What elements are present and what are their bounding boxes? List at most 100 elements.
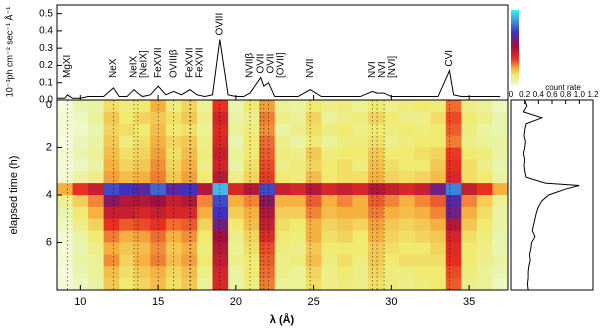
heatmap-cell (166, 124, 182, 136)
heatmap-cell (119, 100, 135, 112)
heatmap-cell (477, 148, 493, 160)
heatmap-cell (477, 171, 493, 183)
heatmap-cell (384, 231, 400, 243)
x-axis-label: λ (Å) (270, 313, 295, 326)
heatmap-cell (306, 266, 322, 278)
heatmap-cell (275, 254, 291, 266)
heatmap-cell (446, 254, 462, 266)
heatmap-cell (368, 278, 384, 290)
heatmap-cell (461, 148, 477, 160)
heatmap-cell (399, 100, 415, 112)
heatmap-cell (244, 183, 260, 195)
heatmap-cell (384, 124, 400, 136)
heatmap-cell (73, 231, 89, 243)
heatmap-cell (57, 195, 73, 207)
heatmap-cell (275, 266, 291, 278)
heatmap-cell (135, 171, 151, 183)
heatmap-cell (337, 231, 353, 243)
heatmap-cell (352, 243, 368, 255)
heatmap-cell (337, 171, 353, 183)
y-tick-label: 0.2 (39, 60, 53, 71)
heatmap-cell (399, 266, 415, 278)
heatmap-cell (88, 243, 104, 255)
heatmap-cell (352, 278, 368, 290)
heatmap-cell (228, 266, 244, 278)
heatmap-cell (368, 207, 384, 219)
heatmap-cell (73, 171, 89, 183)
heatmap-cell (290, 136, 306, 148)
heatmap-cell (244, 243, 260, 255)
heatmap-cell (119, 183, 135, 195)
heatmap-cell (88, 100, 104, 112)
heatmap-cell (135, 136, 151, 148)
heatmap-cell (197, 243, 213, 255)
heatmap-cell (430, 159, 446, 171)
heatmap-cell (259, 112, 275, 124)
heatmap-cell (228, 183, 244, 195)
heatmap-cell (275, 278, 291, 290)
heatmap-cell (119, 171, 135, 183)
heatmap-cell (119, 148, 135, 160)
heatmap-cell (399, 207, 415, 219)
heatmap-cell (228, 148, 244, 160)
heatmap-cell (290, 100, 306, 112)
heatmap-cell (213, 207, 229, 219)
heatmap-cell (477, 183, 493, 195)
heatmap-cell (244, 266, 260, 278)
heatmap-cell (368, 159, 384, 171)
heatmap-cell (244, 207, 260, 219)
heatmap-cell (135, 112, 151, 124)
heatmap-cell (337, 219, 353, 231)
heatmap-cell (446, 219, 462, 231)
heatmap-cell (415, 100, 431, 112)
heatmap-cell (306, 195, 322, 207)
heatmap-cell (384, 219, 400, 231)
heatmap-cell (477, 278, 493, 290)
heatmap-cell (135, 254, 151, 266)
heatmap-cell (213, 171, 229, 183)
heatmap-cell (368, 171, 384, 183)
heatmap-cell (321, 278, 337, 290)
heatmap-cell (181, 124, 197, 136)
heatmap-cell (119, 195, 135, 207)
heatmap-cell (461, 183, 477, 195)
heatmap-cell (337, 266, 353, 278)
heatmap-cell (104, 243, 120, 255)
heatmap-cell (57, 231, 73, 243)
heatmap-cell (430, 231, 446, 243)
heatmap-cell (306, 159, 322, 171)
heatmap-cell (290, 112, 306, 124)
heatmap-cell (275, 183, 291, 195)
heatmap-cell (197, 207, 213, 219)
heatmap-cell (135, 183, 151, 195)
heatmap-cell (213, 243, 229, 255)
rate-tick-label: 0.4 (533, 90, 545, 99)
heatmap-cell (321, 219, 337, 231)
heatmap-cell (259, 124, 275, 136)
heatmap-cell (352, 148, 368, 160)
heatmap-cell (477, 112, 493, 124)
heatmap-cell (57, 266, 73, 278)
light-curve-frame (511, 100, 593, 290)
heatmap-cell (57, 183, 73, 195)
heatmap-cell (197, 266, 213, 278)
heatmap-cell (368, 195, 384, 207)
heatmap-cell (57, 148, 73, 160)
heatmap-cell (104, 266, 120, 278)
heatmap-cell (197, 254, 213, 266)
heatmap-cell (306, 112, 322, 124)
heatmap-cell (306, 148, 322, 160)
heatmap-cell (492, 171, 508, 183)
heatmap-cell (290, 254, 306, 266)
heatmap-cell (399, 148, 415, 160)
heatmap-cell (275, 124, 291, 136)
heatmap-cell (88, 231, 104, 243)
heatmap-cell (384, 243, 400, 255)
heatmap-cell (461, 136, 477, 148)
heatmap-cell (337, 159, 353, 171)
heatmap-cell (104, 124, 120, 136)
heatmap-cell (290, 171, 306, 183)
heatmap-cell (352, 195, 368, 207)
heatmap-cell (88, 124, 104, 136)
heatmap-cell (492, 254, 508, 266)
